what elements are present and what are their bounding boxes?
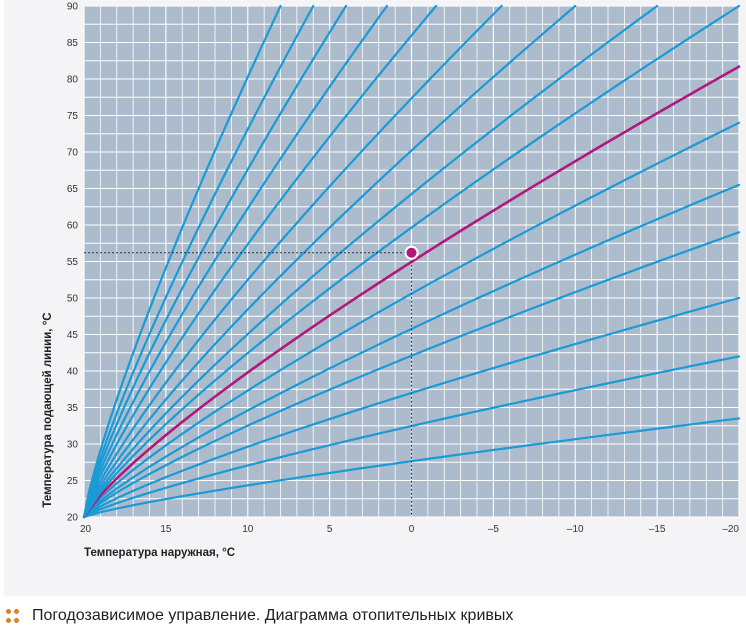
reference-lines	[84, 252, 412, 517]
heating-curve-13	[82, 4, 389, 519]
y-tick-label: 90	[67, 2, 79, 13]
chart-panel: 20 25 30 35 40 45 50 55 60 65 70 75 80 85 90 20 15 10 5 0–…	[4, 0, 746, 596]
heating-curve-14	[82, 4, 348, 519]
y-tick-label: 65	[67, 184, 79, 195]
x-tick-label: –5	[488, 524, 500, 535]
x-tick-label: 0	[409, 524, 415, 535]
heating-curve-11	[82, 4, 503, 519]
y-tick-label: 70	[67, 148, 79, 159]
y-tick-label: 20	[67, 513, 79, 524]
x-tick-label: 15	[160, 524, 172, 535]
y-tick-label: 45	[67, 330, 79, 341]
x-tick-label: –20	[722, 524, 739, 535]
heating-curve-15	[82, 4, 315, 519]
x-tick-labels: 20 15 10 5 0 –5 –10 –15 –20	[80, 524, 739, 535]
heating-curve-8	[82, 4, 741, 519]
heating-curve-4	[82, 231, 741, 519]
y-tick-label: 55	[67, 257, 79, 268]
y-tick-labels: 20 25 30 35 40 45 50 55 60 65 70 75 80 85 90	[67, 2, 79, 524]
heating-curve-12	[82, 4, 438, 519]
y-tick-label: 85	[67, 38, 79, 49]
y-tick-label: 80	[67, 75, 79, 86]
y-axis-title: Температура подающей линии, °С	[42, 312, 54, 507]
y-tick-label: 30	[67, 440, 79, 451]
x-tick-label: –15	[649, 524, 666, 535]
x-axis-title: Температура наружная, °С	[84, 547, 235, 559]
x-tick-label: 5	[327, 524, 333, 535]
y-tick-label: 50	[67, 294, 79, 305]
caption: Погодозависимое управление. Диаграмма от…	[6, 604, 513, 628]
y-tick-label: 35	[67, 403, 79, 414]
x-tick-label: 10	[242, 524, 254, 535]
y-tick-label: 40	[67, 367, 79, 378]
y-tick-label: 60	[67, 221, 79, 232]
heating-curve-9	[82, 4, 659, 519]
operating-point	[404, 245, 419, 260]
dots-icon	[6, 609, 20, 623]
heating-curve-16	[82, 4, 282, 519]
operating-point-marker	[404, 245, 419, 260]
y-tick-label: 75	[67, 111, 79, 122]
y-tick-label: 25	[67, 476, 79, 487]
heating-curve-10	[82, 4, 577, 519]
x-tick-label: –10	[567, 524, 584, 535]
caption-text: Погодозависимое управление. Диаграмма от…	[32, 607, 514, 624]
x-tick-label: 20	[80, 524, 92, 535]
